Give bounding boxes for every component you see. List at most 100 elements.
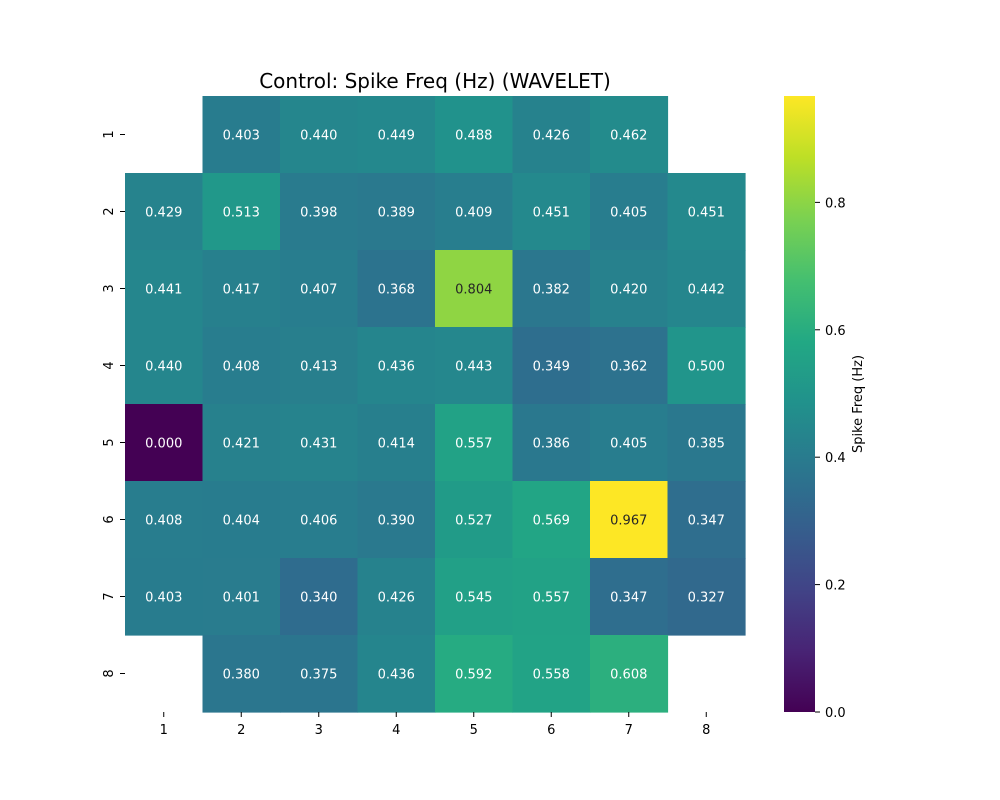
cell-value-label: 0.431 (300, 437, 337, 452)
chart-title: Control: Spike Freq (Hz) (WAVELET) (259, 69, 611, 93)
heatmap-cell (357, 250, 436, 328)
cell-value-label: 0.406 (300, 514, 337, 529)
heatmap-cell (590, 481, 669, 559)
heatmap-cell (280, 250, 359, 328)
colorbar-ticks: 0.0 0.2 0.4 0.6 0.8 (815, 196, 846, 721)
heatmap-cell (202, 404, 281, 482)
y-tick-label: 5 (102, 438, 117, 446)
heatmap-cell (667, 558, 746, 636)
heatmap-cell (512, 327, 591, 405)
heatmap-cell (667, 481, 746, 559)
heatmap-cell (590, 404, 669, 482)
cell-value-label: 0.382 (533, 283, 570, 298)
heatmap-cell (280, 173, 359, 251)
heatmap-cell (667, 250, 746, 328)
heatmap-cell (512, 635, 591, 713)
heatmap-cell (435, 635, 514, 713)
cell-value-label: 0.429 (145, 206, 182, 221)
cell-value-label: 0.488 (455, 129, 492, 144)
heatmap-cell (280, 327, 359, 405)
heatmap-cells: 0.403 0.440 0.449 0.488 0.426 0.462 0.429 0.513… (125, 96, 746, 713)
cell-value-label: 0.390 (378, 514, 415, 529)
x-axis: 1 2 3 4 5 6 7 8 (160, 712, 710, 738)
heatmap-cell (357, 173, 436, 251)
cell-value-label: 0.413 (300, 360, 337, 375)
cell-value-label: 0.405 (610, 206, 647, 221)
cell-value-label: 0.389 (378, 206, 415, 221)
heatmap-cell (435, 250, 514, 328)
heatmap-cell (202, 481, 281, 559)
y-tick-label: 1 (102, 130, 117, 138)
cell-value-label: 0.403 (145, 591, 182, 606)
cell-value-label: 0.449 (378, 129, 415, 144)
cell-value-label: 0.386 (533, 437, 570, 452)
heatmap-cell (512, 250, 591, 328)
cell-value-label: 0.414 (378, 437, 415, 452)
colorbar-tick-label: 0.2 (825, 579, 846, 594)
heatmap-cell (667, 327, 746, 405)
y-tick-label: 4 (102, 361, 117, 369)
colorbar-tick-label: 0.8 (825, 196, 846, 211)
colorbar-tick-label: 0.4 (825, 451, 846, 466)
cell-value-label: 0.375 (300, 668, 337, 683)
cell-value-label: 0.347 (610, 591, 647, 606)
heatmap-cell (280, 558, 359, 636)
heatmap-cell (590, 327, 669, 405)
cell-value-label: 0.500 (688, 360, 725, 375)
heatmap-cell (202, 96, 281, 174)
cell-value-label: 0.421 (223, 437, 260, 452)
cell-value-label: 0.398 (300, 206, 337, 221)
heatmap-cell (667, 404, 746, 482)
heatmap-cell (357, 558, 436, 636)
heatmap-cell (512, 404, 591, 482)
heatmap-cell (280, 96, 359, 174)
heatmap-cell (512, 96, 591, 174)
cell-value-label: 0.417 (223, 283, 260, 298)
x-tick-label: 1 (160, 723, 168, 738)
cell-value-label: 0.385 (688, 437, 725, 452)
heatmap-cell (357, 96, 436, 174)
x-tick-label: 3 (315, 723, 323, 738)
heatmap-cell (357, 327, 436, 405)
heatmap-cell (280, 635, 359, 713)
heatmap-cell (435, 481, 514, 559)
colorbar-label: Spike Freq (Hz) (851, 355, 866, 453)
cell-value-label: 0.436 (378, 668, 415, 683)
cell-value-label: 0.804 (455, 283, 492, 298)
heatmap-cell (125, 404, 204, 482)
heatmap-cell (590, 173, 669, 251)
heatmap-cell (435, 327, 514, 405)
heatmap-cell (590, 250, 669, 328)
cell-value-label: 0.451 (533, 206, 570, 221)
heatmap-cell (435, 96, 514, 174)
heatmap-cell (590, 96, 669, 174)
heatmap-cell (280, 404, 359, 482)
cell-value-label: 0.340 (300, 591, 337, 606)
colorbar-tick-label: 0.0 (825, 706, 846, 721)
cell-value-label: 0.592 (455, 668, 492, 683)
cell-value-label: 0.408 (145, 514, 182, 529)
cell-value-label: 0.407 (300, 283, 337, 298)
heatmap-cell (667, 173, 746, 251)
cell-value-label: 0.608 (610, 668, 647, 683)
heatmap-cell (357, 404, 436, 482)
cell-value-label: 0.368 (378, 283, 415, 298)
x-tick-label: 8 (702, 723, 710, 738)
cell-value-label: 0.451 (688, 206, 725, 221)
cell-value-label: 0.349 (533, 360, 570, 375)
x-tick-label: 2 (237, 723, 245, 738)
y-axis: 1 2 3 4 5 6 7 8 (102, 130, 125, 678)
cell-value-label: 0.967 (610, 514, 647, 529)
heatmap-cell (512, 173, 591, 251)
cell-value-label: 0.557 (455, 437, 492, 452)
cell-value-label: 0.436 (378, 360, 415, 375)
heatmap-cell (590, 558, 669, 636)
cell-value-label: 0.327 (688, 591, 725, 606)
cell-value-label: 0.443 (455, 360, 492, 375)
heatmap-cell (125, 481, 204, 559)
colorbar-tick-label: 0.6 (825, 324, 846, 339)
cell-value-label: 0.408 (223, 360, 260, 375)
heatmap-cell (125, 250, 204, 328)
cell-value-label: 0.513 (223, 206, 260, 221)
